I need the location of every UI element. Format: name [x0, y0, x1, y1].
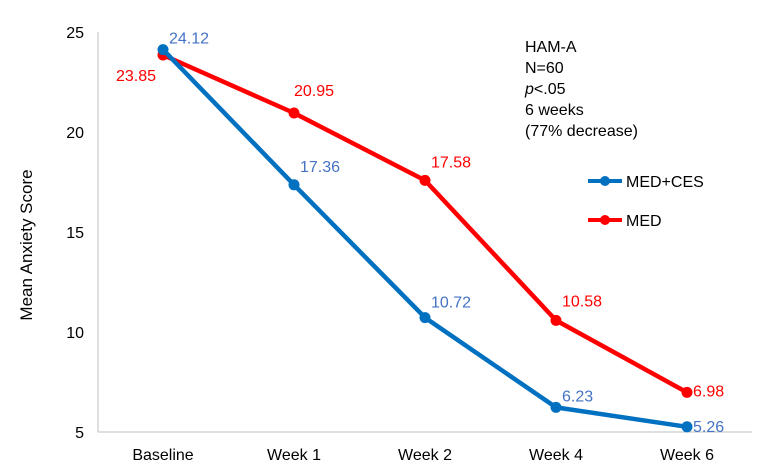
data-label-med: 6.98 [693, 383, 724, 400]
annotation-line-1: HAM-A [525, 39, 577, 56]
data-point-med [419, 174, 431, 186]
data-point-med [288, 107, 300, 119]
data-point-med-ces [288, 179, 300, 191]
data-point-med [550, 314, 562, 326]
series-layer: 23.85 20.95 17.58 10.58 6.98 24.12 17.36 10.72 6… [116, 31, 724, 436]
x-tick-label: Week 1 [267, 447, 321, 464]
data-point-med [681, 386, 693, 398]
legend-marker-med-ces [600, 176, 610, 186]
legend-item-med-ces: MED+CES [588, 174, 704, 191]
data-label-med-ces: 17.36 [300, 159, 340, 176]
legend-label-med-ces: MED+CES [626, 174, 704, 191]
x-tick-label: Week 4 [529, 447, 583, 464]
annotation-line-5: (77% decrease) [525, 123, 638, 140]
y-tick-label: 15 [66, 225, 84, 242]
data-label-med-ces: 5.26 [693, 419, 724, 436]
series-line-med-ces [161, 48, 688, 430]
x-tick-labels: Baseline Week 1 Week 2 Week 4 Week 6 [132, 447, 714, 464]
annotation-p-value: <.05 [534, 81, 566, 98]
legend-label-med: MED [626, 213, 662, 230]
series-line-med [162, 52, 689, 395]
y-tick-labels: 5 10 15 20 25 [66, 25, 84, 442]
data-point-med-ces [419, 312, 431, 324]
legend: MED+CES MED [588, 174, 704, 230]
legend-item-med: MED [588, 213, 662, 230]
data-label-med: 20.95 [294, 83, 334, 100]
data-label-med-ces: 10.72 [431, 295, 471, 312]
data-label-med-ces: 6.23 [562, 388, 593, 405]
x-tick-label: Week 2 [398, 447, 452, 464]
x-tick-label: Week 6 [660, 447, 714, 464]
y-tick-label: 25 [66, 25, 84, 42]
x-tick-label: Baseline [132, 447, 193, 464]
annotation-line-2: N=60 [525, 60, 564, 77]
annotation-line-4: 6 weeks [525, 102, 584, 119]
y-tick-label: 20 [66, 125, 84, 142]
data-label-med: 17.58 [431, 154, 471, 171]
y-tick-label: 10 [66, 325, 84, 342]
data-label-med: 10.58 [562, 293, 602, 310]
annotation-line-3: p<.05 [524, 81, 566, 98]
y-tick-label: 5 [75, 425, 84, 442]
data-label-med: 23.85 [116, 68, 156, 85]
annotation: HAM-A N=60 p<.05 6 weeks (77% decrease) [524, 39, 638, 140]
data-label-med-ces: 24.12 [169, 31, 209, 48]
annotation-p-italic: p [524, 81, 534, 98]
legend-marker-med [600, 215, 610, 225]
data-point-med-ces [157, 44, 169, 56]
data-point-med-ces [681, 421, 693, 433]
y-axis-title: Mean Anxiety Score [17, 169, 36, 320]
data-point-med-ces [550, 401, 562, 413]
